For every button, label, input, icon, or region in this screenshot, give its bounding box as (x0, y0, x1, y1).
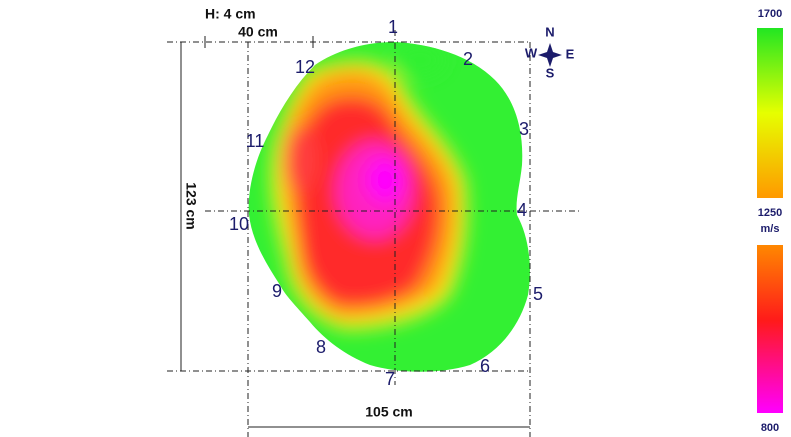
compass-s: S (546, 65, 555, 80)
point-label: 4 (517, 200, 527, 220)
scale-unit: m/s (761, 223, 780, 235)
point-label: 7 (385, 369, 395, 389)
height-dimension: 123 cm (183, 182, 199, 229)
width-dimension: 105 cm (365, 404, 412, 420)
height-label: H: 4 cm (205, 6, 256, 22)
compass-n: N (545, 24, 554, 39)
point-label: 1 (388, 17, 398, 37)
segment-label: 40 cm (238, 24, 278, 40)
compass: N E S W (525, 24, 575, 80)
scale-lower (757, 245, 783, 413)
point-label: 12 (295, 57, 315, 77)
compass-e: E (566, 46, 575, 61)
scale-mid: 1250 (758, 207, 782, 219)
point-label: 9 (272, 281, 282, 301)
point-label: 3 (519, 119, 529, 139)
point-label: 8 (316, 337, 326, 357)
compass-w: W (525, 45, 538, 60)
point-label: 10 (229, 214, 249, 234)
point-label: 11 (246, 131, 265, 151)
point-label: 5 (533, 284, 543, 304)
scale-upper (757, 28, 783, 198)
velocity-map (248, 42, 530, 372)
scale-max: 1700 (758, 8, 782, 20)
point-label: 2 (463, 49, 473, 69)
scale-min: 800 (761, 422, 779, 434)
point-label: 6 (480, 356, 490, 376)
